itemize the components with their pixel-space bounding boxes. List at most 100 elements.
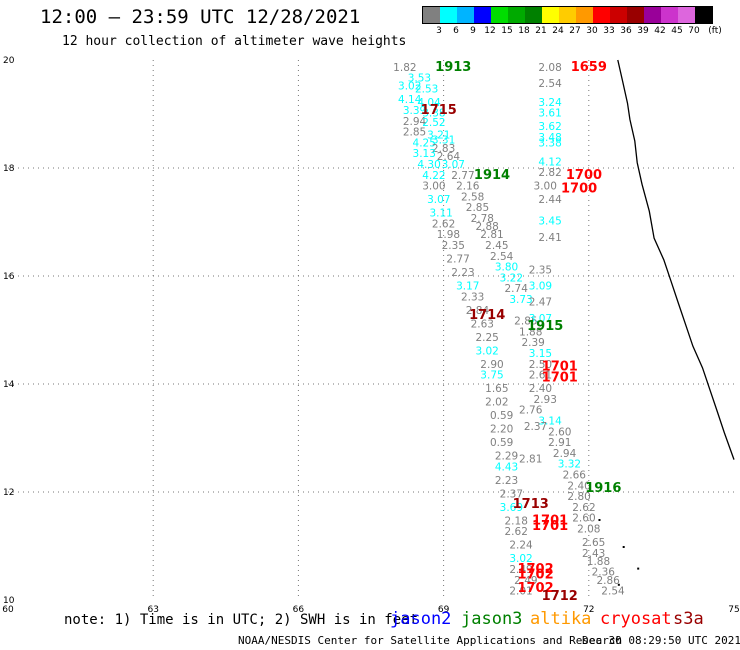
pass-time-label: 1702	[517, 581, 553, 596]
swh-value: 2.33	[461, 291, 484, 303]
swh-value: 3.48	[538, 132, 561, 144]
swh-value: 2.50	[529, 359, 552, 371]
pass-time-label: 1659	[571, 60, 607, 75]
pass-time-label: 1913	[435, 60, 471, 75]
mission-jason2: jason2	[390, 609, 452, 629]
legend-swatch	[423, 7, 440, 23]
swh-value: 3.38	[538, 137, 561, 149]
legend-swatch	[542, 7, 559, 23]
swh-value: 4.22	[422, 170, 445, 182]
swh-value: 2.94	[403, 116, 427, 128]
swh-value: 2.90	[480, 359, 503, 371]
swh-value: 3.14	[538, 416, 562, 428]
pass-time-label: 1713	[513, 497, 549, 512]
x-tick-label: 66	[293, 605, 305, 615]
y-tick-label: 16	[3, 272, 15, 282]
swh-value: 2.63	[471, 318, 494, 330]
island-dot	[622, 546, 625, 548]
mission-s3a: s3a	[673, 609, 704, 629]
swh-value: 3.13	[413, 148, 436, 160]
pass-time-label: 1701	[532, 513, 568, 528]
swh-value: 3.09	[529, 281, 552, 293]
swh-value: 3.21	[427, 129, 450, 141]
legend-swatch	[695, 7, 712, 23]
swh-value: 2.53	[415, 83, 438, 95]
swh-value: 2.85	[466, 202, 489, 214]
swh-value: 2.02	[485, 397, 508, 409]
swh-value: 2.23	[451, 267, 474, 279]
swh-value: 2.40	[567, 480, 590, 492]
legend-tick-label: 21	[535, 26, 547, 36]
color-scale-swatches	[422, 6, 713, 24]
swh-value: 3.75	[480, 370, 503, 382]
swh-value: 2.65	[582, 537, 605, 549]
pass-time-label: 1915	[527, 319, 563, 334]
swh-value: 4.43	[495, 461, 518, 473]
swh-value: 3.15	[529, 348, 552, 360]
swh-value: 4.25	[413, 137, 436, 149]
swh-value: 2.08	[538, 62, 561, 74]
swh-value: 2.61	[529, 370, 552, 382]
swh-value: 3.02	[475, 345, 498, 357]
swh-value: 2.78	[471, 213, 494, 225]
swh-value: 2.43	[582, 548, 605, 560]
island-dot	[637, 567, 640, 570]
swh-value: 3.00	[422, 181, 445, 193]
swh-value: 2.37	[524, 421, 547, 433]
legend-tick-label: 27	[569, 26, 581, 36]
coastline	[598, 59, 735, 586]
swh-value: 3.02	[398, 81, 421, 93]
swh-value: 2.66	[563, 470, 587, 482]
island-dot	[617, 583, 620, 586]
lat-lon-grid	[8, 60, 734, 600]
swh-value: 2.81	[480, 229, 503, 241]
swh-value: 3.22	[500, 272, 523, 284]
swh-value: 2.54	[538, 78, 562, 90]
swh-value: 2.93	[534, 394, 557, 406]
swh-value: 2.24	[509, 540, 533, 552]
legend-tick-label: 42	[654, 26, 666, 36]
swh-value: 4.14	[398, 94, 422, 106]
swh-value: 3.73	[509, 294, 532, 306]
x-tick-label: 63	[147, 605, 158, 615]
legend-tick-label: 33	[603, 26, 615, 36]
legend-tick-label: 39	[637, 26, 649, 36]
swh-value: 2.23	[495, 475, 518, 487]
swh-value: 3.31	[432, 135, 455, 147]
legend-swatch	[559, 7, 576, 23]
swh-value: 4.04	[417, 97, 441, 109]
swh-value: 2.85	[514, 316, 537, 328]
swh-value: 4.30	[417, 159, 440, 171]
color-scale-legend: 3 6 9 12 15 18 21 24 27 30 33 36 39 42 45 70 (ft)	[420, 4, 730, 38]
legend-swatch	[491, 7, 508, 23]
swh-value: 2.49	[514, 575, 537, 587]
swh-value: 2.37	[500, 488, 523, 500]
swh-value: 2.76	[519, 405, 543, 417]
legend-tick-label: 36	[620, 26, 632, 36]
swh-value: 2.64	[437, 151, 461, 163]
legend-unit: (ft)	[708, 26, 722, 36]
swh-value: 2.91	[548, 437, 571, 449]
footer-credit: NOAA/NESDIS Center for Satellite Applica…	[238, 634, 623, 647]
swh-value: 1.98	[437, 229, 460, 241]
y-tick-label: 10	[3, 596, 15, 606]
legend-swatch	[525, 7, 542, 23]
swh-value: 2.62	[505, 526, 528, 538]
legend-tick-label: 70	[688, 26, 700, 36]
swh-value: 2.49	[509, 564, 532, 576]
swh-value: 1.82	[393, 62, 416, 74]
swh-value: 2.80	[567, 491, 590, 503]
swh-value: 3.39	[403, 105, 426, 117]
swh-value: 2.08	[577, 524, 600, 536]
swh-value: 3.02	[509, 553, 532, 565]
y-tick-label: 20	[3, 56, 15, 66]
legend-swatch	[644, 7, 661, 23]
pass-time-label: 1702	[517, 562, 553, 577]
coastline-path	[617, 59, 735, 460]
swh-value: 2.82	[538, 167, 561, 179]
swh-value: 3.62	[538, 121, 561, 133]
note-text: note: 1) Time is in UTC; 2) SWH is in fe…	[64, 612, 419, 628]
swh-value: 2.86	[596, 575, 620, 587]
swh-value: 2.35	[529, 264, 552, 276]
